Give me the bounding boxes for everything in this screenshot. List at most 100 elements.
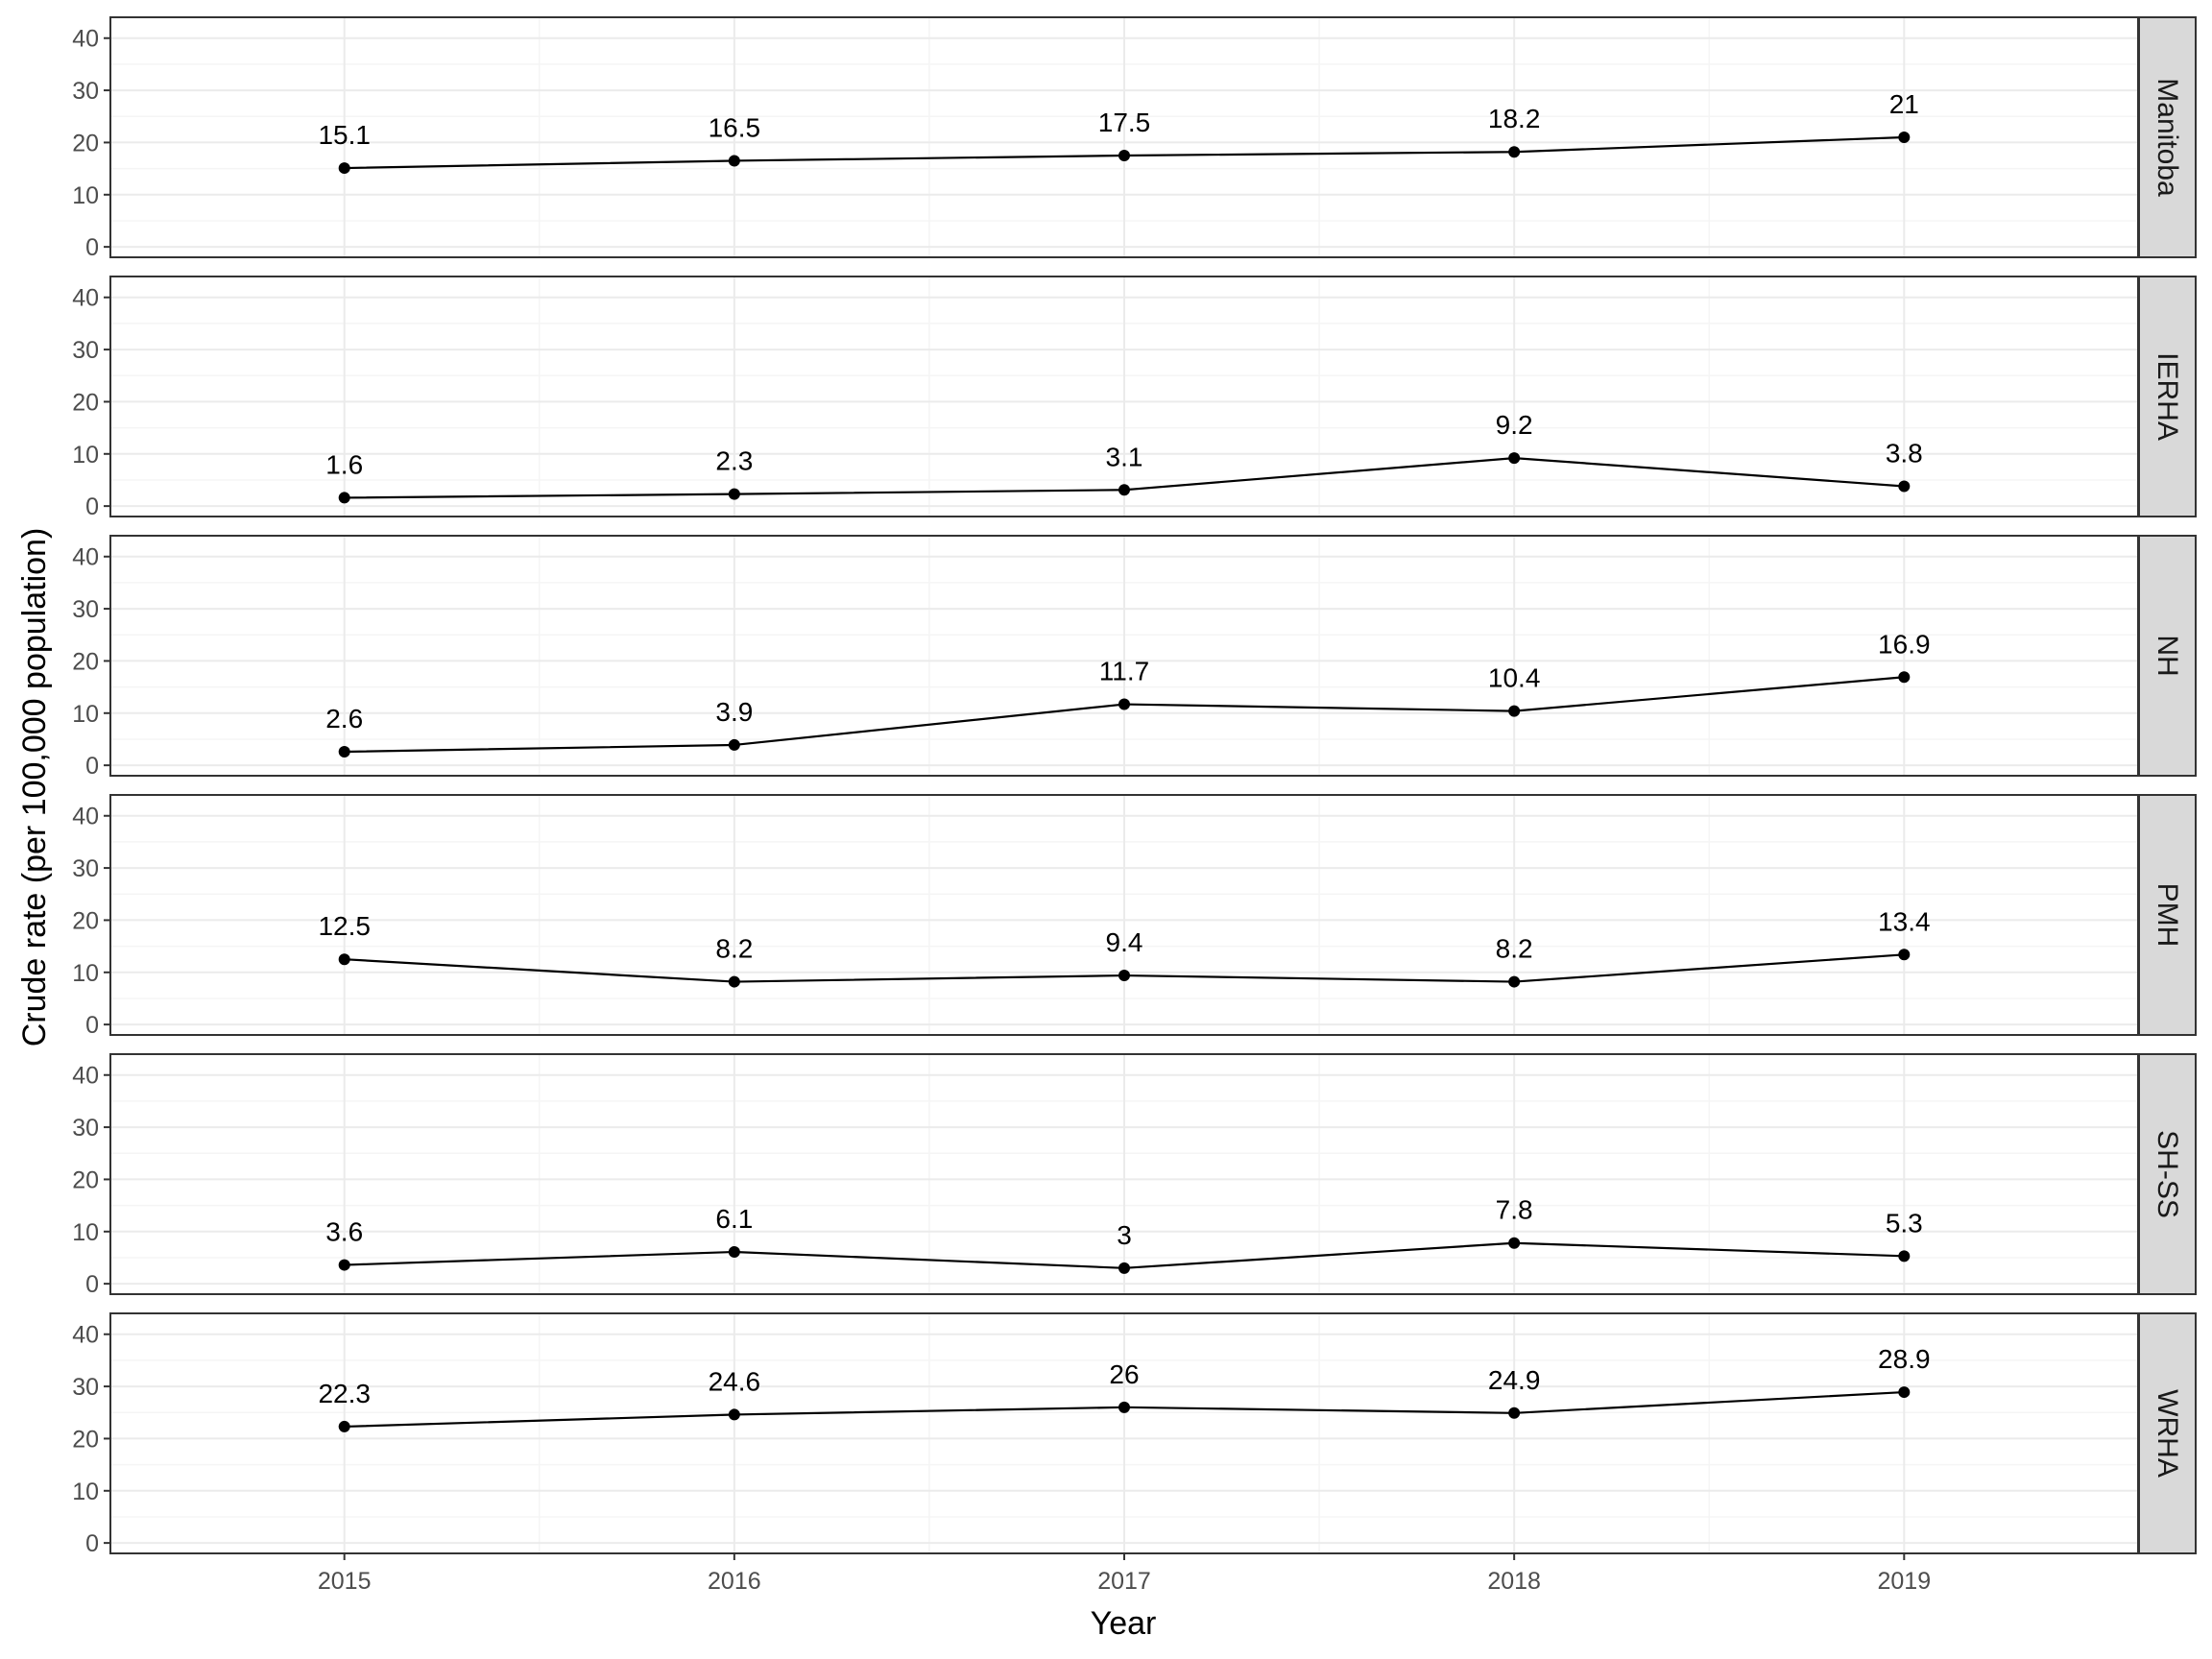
facet-strip-label: Manitoba	[2152, 78, 2183, 197]
data-label: 21	[1889, 89, 1919, 119]
data-point	[1118, 484, 1130, 496]
facet-strip	[2138, 1312, 2197, 1554]
data-label: 16.9	[1878, 629, 1931, 659]
data-point	[338, 746, 350, 757]
y-tick-label: 40	[72, 1322, 99, 1349]
y-tick-label: 30	[72, 855, 99, 882]
facet-strip-label: SH-SS	[2152, 1130, 2183, 1218]
y-tick-label: 20	[72, 648, 99, 675]
data-point	[338, 492, 350, 504]
data-label: 3.8	[1886, 438, 1923, 468]
data-point	[1898, 1250, 1911, 1262]
data-label: 1.6	[325, 449, 363, 479]
data-label: 3.9	[715, 697, 753, 727]
y-tick-label: 40	[72, 26, 99, 53]
data-point	[1898, 949, 1911, 961]
data-label: 26	[1109, 1359, 1139, 1389]
data-label: 5.3	[1886, 1208, 1923, 1238]
y-tick-label: 0	[85, 1271, 99, 1298]
facet-strip	[2138, 1053, 2197, 1295]
data-label: 28.9	[1878, 1344, 1931, 1374]
data-point	[1508, 1407, 1521, 1419]
y-tick-label: 10	[72, 442, 99, 469]
data-point	[1898, 132, 1911, 143]
data-point	[1898, 671, 1911, 684]
facet-strip	[2138, 535, 2197, 777]
data-point	[1118, 698, 1130, 710]
facet-strip-label: WRHA	[2152, 1389, 2183, 1478]
data-label: 11.7	[1099, 657, 1149, 686]
data-label: 9.2	[1496, 410, 1533, 440]
x-tick-label: 2019	[1877, 1568, 1931, 1595]
y-tick-label: 40	[72, 285, 99, 312]
x-tick-label: 2018	[1487, 1568, 1541, 1595]
data-point	[728, 155, 740, 167]
data-label: 6.1	[715, 1204, 753, 1234]
y-tick-label: 40	[72, 1063, 99, 1090]
data-point	[1118, 1262, 1130, 1274]
data-point	[338, 1420, 350, 1432]
facet-panel-sh-ss: 0 10 20 30 40 3.6 6.1 3 7.8 5.3 SH-SS	[72, 1053, 2197, 1298]
y-tick-label: 10	[72, 701, 99, 728]
data-label: 2.3	[715, 446, 753, 476]
x-axis-title: Year	[1091, 1605, 1157, 1642]
facet-panel-manitoba: 0 10 20 30 40 15.1 16.5 17.5 18.2 21 Manitoba	[72, 16, 2197, 261]
y-tick-label: 0	[85, 1530, 99, 1557]
y-tick-label: 0	[85, 753, 99, 780]
y-axis-title: Crude rate (per 100,000 population)	[16, 528, 53, 1047]
y-tick-label: 0	[85, 234, 99, 261]
facet-panel-ierha: 0 10 20 30 40 1.6 2.3 3.1 9.2 3.8 IERHA	[72, 276, 2197, 520]
data-point	[1898, 1386, 1911, 1399]
data-point	[1508, 1237, 1521, 1249]
y-tick-label: 10	[72, 1219, 99, 1246]
y-tick-label: 30	[72, 1115, 99, 1142]
data-point	[1508, 146, 1521, 158]
y-tick-label: 40	[72, 544, 99, 571]
facet-panel-nh: 0 10 20 30 40 2.6 3.9 11.7 10.4 16.9 NH	[72, 535, 2197, 780]
data-label: 8.2	[1496, 934, 1533, 964]
data-point	[1118, 1401, 1130, 1413]
data-label: 9.4	[1106, 927, 1143, 957]
x-tick-label: 2017	[1097, 1568, 1151, 1595]
data-label: 3.1	[1106, 442, 1143, 471]
x-axis: 2015 2016 2017 2018 2019	[318, 1553, 1931, 1595]
facet-strip-label: PMH	[2152, 883, 2183, 948]
data-point	[1898, 480, 1911, 493]
facet-strip-label: IERHA	[2152, 352, 2183, 441]
y-tick-label: 20	[72, 1166, 99, 1193]
facet-strip	[2138, 794, 2197, 1036]
y-tick-label: 0	[85, 1012, 99, 1039]
data-label: 3.6	[325, 1217, 363, 1247]
y-tick-label: 30	[72, 337, 99, 364]
x-tick-label: 2016	[708, 1568, 761, 1595]
y-tick-label: 40	[72, 804, 99, 830]
y-tick-label: 10	[72, 182, 99, 209]
data-label: 16.5	[709, 112, 761, 142]
y-tick-label: 30	[72, 596, 99, 623]
data-label: 22.3	[318, 1379, 371, 1408]
data-label: 12.5	[318, 911, 371, 941]
data-label: 3	[1117, 1220, 1132, 1250]
y-tick-label: 20	[72, 130, 99, 156]
data-label: 7.8	[1496, 1195, 1533, 1225]
y-tick-label: 20	[72, 907, 99, 934]
data-point	[338, 953, 350, 966]
data-label: 24.6	[709, 1366, 761, 1396]
data-label: 2.6	[325, 704, 363, 733]
data-point	[338, 162, 350, 175]
data-point	[1508, 452, 1521, 465]
y-tick-label: 20	[72, 1426, 99, 1453]
data-label: 24.9	[1488, 1365, 1541, 1395]
facet-strip	[2138, 276, 2197, 517]
data-label: 17.5	[1098, 108, 1151, 137]
facet-strip-label: NH	[2152, 635, 2183, 676]
data-point	[728, 738, 740, 751]
y-tick-label: 30	[72, 78, 99, 105]
data-label: 15.1	[318, 120, 371, 150]
x-tick-label: 2015	[318, 1568, 372, 1595]
data-label: 8.2	[715, 934, 753, 964]
y-tick-label: 10	[72, 1479, 99, 1505]
data-point	[338, 1259, 350, 1271]
y-tick-label: 30	[72, 1374, 99, 1401]
